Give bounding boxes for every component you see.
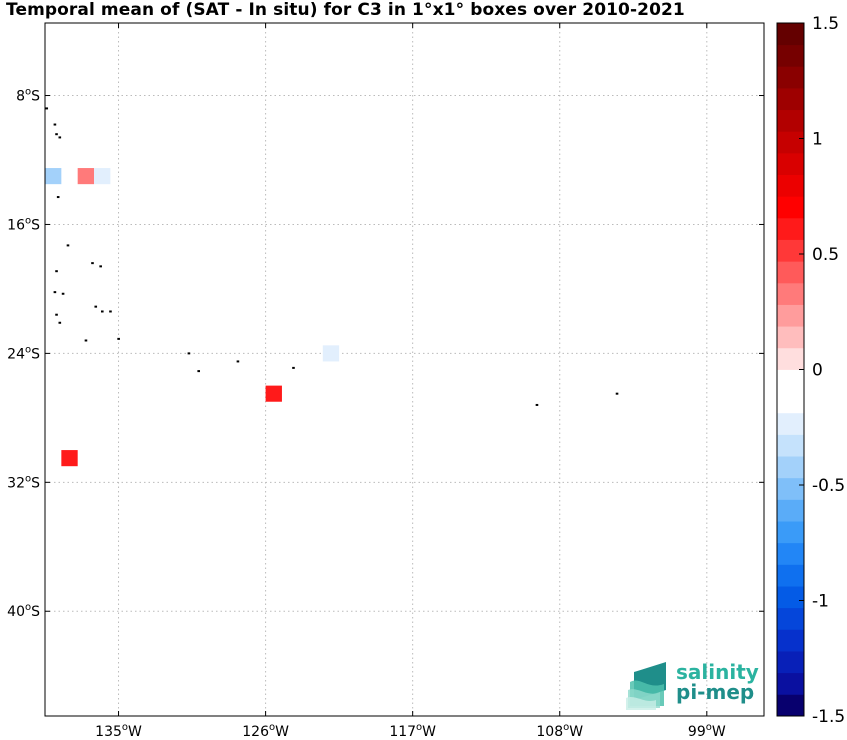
colorbar-ticks: 1.5 1 0.5 0 -0.5 -1 -1.5 [799,14,845,727]
colorbar-tick-label: -0.5 [812,476,845,496]
colorbar-segment [777,304,804,327]
lat-tick-label: 32oS [7,473,40,491]
colorbar-segment [777,174,804,197]
colorbar-segment [777,629,804,652]
island [58,321,62,324]
colorbar-segment [777,152,804,175]
lat-tick-label: 40oS [7,602,40,620]
colorbar-tick-label: 1 [812,130,823,150]
colorbar-segment [777,109,804,132]
colorbar-tick-label: -1.5 [812,707,845,727]
logo-text-pi-mep: pi-mep [676,680,755,704]
island [187,352,191,355]
island [61,292,65,295]
island [84,339,88,342]
colorbar-segment [777,23,804,46]
colorbar-tick-label: 1.5 [812,14,839,34]
colorbar-segment [777,196,804,219]
lon-tick-label: 135oW [95,722,142,740]
colorbar-segment [777,131,804,154]
colorbar-segment [777,651,804,674]
colorbar-segment [777,66,804,89]
colorbar-tick-label: 0.5 [812,245,839,265]
island [55,313,58,316]
colorbar-segment [777,694,804,717]
data-cell [322,345,340,362]
colorbar-segment [777,521,804,544]
colorbar-segment [777,672,804,695]
colorbar-segment [777,586,804,609]
lat-tick-label: 16oS [7,215,40,233]
lat-tick-label: 8oS [16,87,40,105]
data-cell [61,450,78,467]
island [117,337,120,340]
map-area [45,23,764,716]
island [53,123,57,126]
island [197,370,201,373]
island [55,270,58,273]
colorbar-segment [777,477,804,500]
colorbar-segment [777,369,804,392]
grid-lines [45,23,764,716]
island [94,305,98,308]
island [236,360,240,363]
island [53,291,57,294]
colorbar-segment [777,607,804,630]
land-islands [45,107,619,406]
island [56,196,60,199]
colorbar-segment [777,456,804,479]
island [45,107,49,110]
data-cells [45,168,340,467]
colorbar-segment [777,282,804,305]
colorbar-segment [777,499,804,522]
colorbar-segment [777,87,804,111]
lon-tick-label: 108oW [536,722,583,740]
colorbar-segment [777,542,804,565]
data-cell [265,385,282,402]
island [55,133,58,136]
colorbar-segment [777,412,804,435]
island [615,392,619,395]
colorbar-segment [777,434,804,457]
logo-icon [626,662,666,710]
lon-tick-label: 117oW [389,722,436,740]
colorbar-segment [777,239,804,262]
figure-title: Temporal mean of (SAT - In situ) for C3 … [6,0,685,20]
colorbar-tick-label: -1 [812,592,829,612]
map-frame [44,22,765,717]
island [109,310,112,313]
colorbar-segment [777,217,804,240]
lat-tick-label: 24oS [7,344,40,362]
colorbar-segment [777,347,804,370]
island [292,366,295,369]
colorbar-segment [777,326,804,349]
island [100,310,104,313]
lon-tick-label: 126oW [242,722,289,740]
data-cell [77,168,95,185]
colorbar [777,23,804,717]
colorbar-segment [777,261,804,284]
map-axes: 8oS 16oS 24oS 32oS 40oS 135oW 126oW 117oW 108oW 9… [7,23,764,740]
island [58,136,62,139]
island [66,244,70,247]
data-cell [94,168,111,185]
colorbar-tick-label: 0 [812,361,823,381]
island [99,265,102,268]
data-cell [45,168,62,185]
colorbar-segment [777,391,804,414]
island [91,262,94,265]
colorbar-segment [777,564,804,587]
lon-tick-label: 99oW [688,722,726,740]
island [535,403,539,406]
logo-text-salinity: salinity [676,660,759,684]
salinity-pi-mep-logo: salinity pi-mep [626,660,759,710]
colorbar-segment [777,44,804,67]
